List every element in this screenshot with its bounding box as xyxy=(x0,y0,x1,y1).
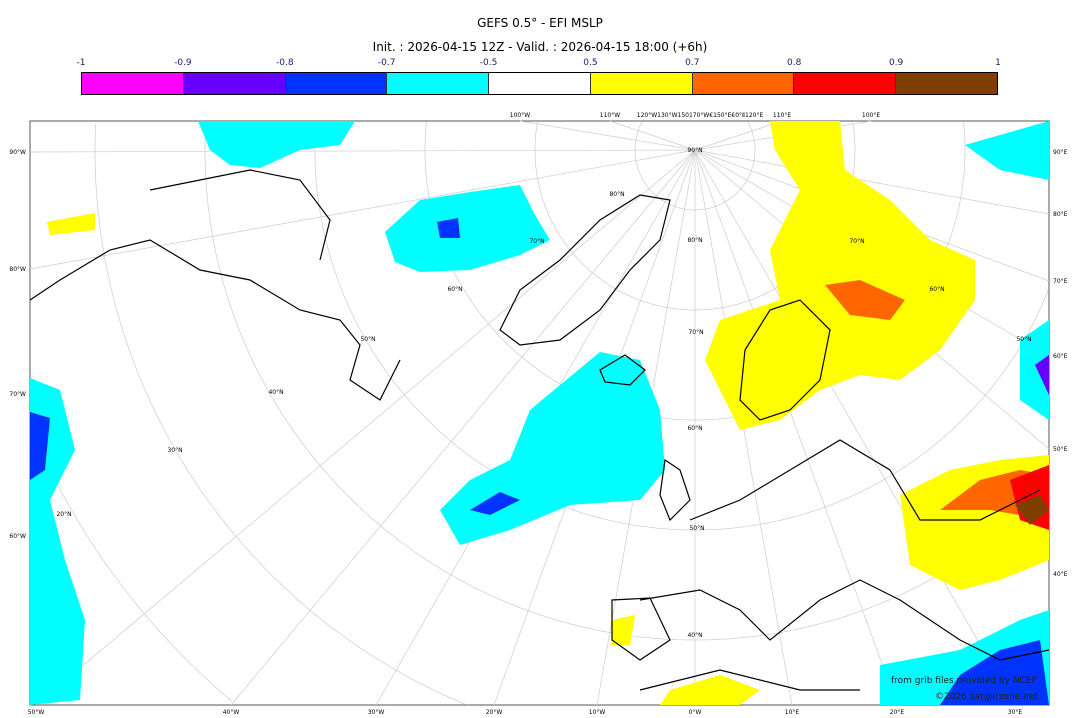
colorbar xyxy=(81,72,998,95)
map-title: GEFS 0.5° - EFI MSLP xyxy=(477,16,603,30)
axis-label: 40°N xyxy=(687,632,702,639)
axis-label: 100°E xyxy=(862,112,880,119)
axis-label: 90°E xyxy=(1053,149,1068,156)
axis-label: 50°N xyxy=(360,336,375,343)
axis-label: 10°E xyxy=(785,709,800,716)
axis-label: 90°W xyxy=(9,149,26,156)
credit-copyright: ©2026 sat@irzone.net xyxy=(935,692,1038,702)
colorbar-swatch xyxy=(896,73,998,94)
axis-label: 80°N xyxy=(609,191,624,198)
axis-label: 10°W xyxy=(589,709,606,716)
latitude-circle xyxy=(314,123,1049,531)
colorbar-swatch xyxy=(489,73,591,94)
colorbar-swatch xyxy=(590,73,693,94)
axis-label: 60°E xyxy=(1053,353,1068,360)
latitude-circle xyxy=(204,124,1048,641)
colorbar-tick: -1 xyxy=(76,58,86,68)
axis-label: 80°N xyxy=(687,237,702,244)
colorbar-swatch xyxy=(692,73,795,94)
colorbar-tick: -0.5 xyxy=(479,58,498,68)
credit-ncep: from grib files provided by NCEP xyxy=(891,676,1037,686)
axis-label: 30°E xyxy=(1008,709,1023,716)
axis-label: 70°N xyxy=(529,238,544,245)
colorbar-tick: 0.9 xyxy=(888,58,904,68)
colorbar-swatch xyxy=(285,73,388,94)
latitude-circle xyxy=(852,122,856,150)
axis-labels: 90°W 80°W 70°W 60°W 90°E 80°E 70°E 60°E 50°E 40°E… xyxy=(9,112,1067,716)
axis-label: 70°N xyxy=(849,238,864,245)
axis-label: 70°E xyxy=(1053,278,1068,285)
latitude-circle xyxy=(94,123,466,705)
colorbar-tick: 1 xyxy=(995,58,1001,68)
axis-label: 120°W130°W150170°W€150°E€0°Ⅱ120°E xyxy=(637,112,764,119)
colorbar-tick: 0.7 xyxy=(685,58,700,68)
colorbar-swatch xyxy=(82,73,184,94)
axis-label: 50°E xyxy=(1053,446,1068,453)
axis-label: 20°N xyxy=(56,511,71,518)
axis-label: 80°E xyxy=(1053,211,1068,218)
axis-label: 60°W xyxy=(9,533,26,540)
axis-label: 90°N xyxy=(687,147,702,154)
axis-label: 70°N xyxy=(688,329,703,336)
efi-shading xyxy=(30,121,1049,705)
axis-label: 80°W xyxy=(9,266,26,273)
axis-label: 20°W xyxy=(486,709,503,716)
axis-label: 40°E xyxy=(1053,571,1068,578)
colorbar-tick: -0.8 xyxy=(275,58,294,68)
colorbar-swatch xyxy=(794,73,897,94)
latitude-circle xyxy=(634,121,756,211)
axis-label: 50°N xyxy=(1016,336,1031,343)
axis-label: 50°N xyxy=(689,525,704,532)
axis-label: 20°E xyxy=(890,709,905,716)
colorbar-tick: 0.8 xyxy=(787,58,802,68)
colorbar-tick: 0.5 xyxy=(583,58,598,68)
axis-label: 110°E xyxy=(773,112,791,119)
axis-label: 30°N xyxy=(167,447,182,454)
latitude-circle xyxy=(747,121,756,150)
axis-label: 60°N xyxy=(687,425,702,432)
colorbar-swatch xyxy=(387,73,490,94)
axis-label: 40°W xyxy=(223,709,240,716)
latitude-circle xyxy=(963,121,966,150)
colorbar-swatch xyxy=(183,73,286,94)
map-subtitle: Init. : 2026-04-15 12Z - Valid. : 2026-0… xyxy=(372,40,708,54)
colorbar-tick: -0.9 xyxy=(174,58,192,68)
axis-label: 60°N xyxy=(447,286,462,293)
axis-label: 0°W xyxy=(689,709,702,716)
axis-label: 100°W xyxy=(510,112,530,119)
colorbar-tick: -0.7 xyxy=(377,58,396,68)
axis-label: 40°N xyxy=(268,389,283,396)
axis-label: 60°N xyxy=(929,286,944,293)
axis-label: 70°W xyxy=(9,391,26,398)
axis-label: 110°W xyxy=(600,112,620,119)
coastlines xyxy=(29,169,1050,691)
axis-label: 50°W xyxy=(28,709,45,716)
axis-label: 30°W xyxy=(368,709,385,716)
